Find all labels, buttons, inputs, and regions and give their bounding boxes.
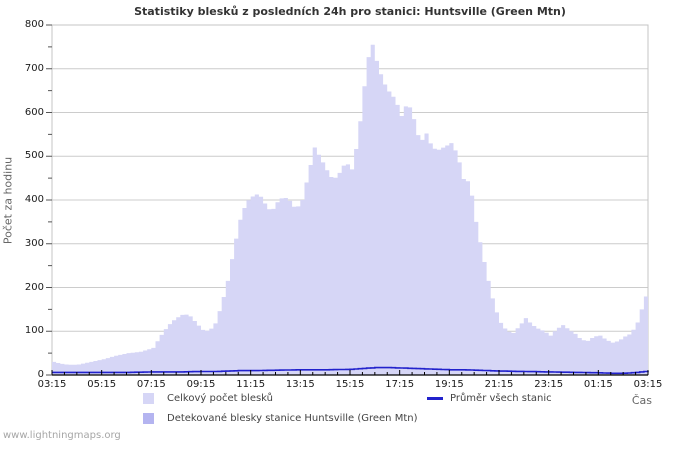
x-tick-label: 03:15 — [37, 379, 67, 390]
x-tick-label: 09:15 — [186, 379, 216, 390]
y-axis-title: Počet za hodinu — [1, 156, 15, 245]
y-tick-label: 200 — [24, 281, 44, 293]
x-tick-label: 15:15 — [335, 379, 365, 390]
x-tick-label: 05:15 — [87, 379, 117, 390]
y-tick-label: 700 — [24, 62, 44, 74]
legend-label-average: Průměr všech stanic — [450, 393, 552, 404]
watermark-text: www.lightningmaps.org — [3, 430, 121, 441]
x-tick-label: 17:15 — [385, 379, 415, 390]
chart-title: Statistiky blesků z posledních 24h pro s… — [134, 5, 566, 18]
y-tick-label: 100 — [24, 325, 44, 337]
legend-swatch-detected — [143, 413, 154, 424]
y-tick-label: 600 — [24, 106, 44, 118]
legend-swatch-total — [143, 393, 154, 404]
y-tick-label: 300 — [24, 237, 44, 249]
y-tick-label: 800 — [24, 19, 44, 30]
y-tick-label: 500 — [24, 150, 44, 162]
x-tick-label: 19:15 — [434, 379, 464, 390]
series-area-0 — [52, 44, 648, 376]
y-tick-label: 400 — [24, 194, 44, 205]
x-tick-label: 01:15 — [583, 379, 613, 390]
x-tick-label: 23:15 — [534, 379, 564, 390]
x-tick-label: 03:15 — [633, 379, 663, 390]
legend-line-average — [427, 397, 443, 400]
legend-label-detected: Detekované blesky stanice Huntsville (Gr… — [167, 413, 418, 424]
x-tick-label: 11:15 — [236, 379, 266, 390]
y-tick-label: 0 — [37, 369, 44, 380]
x-tick-label: 21:15 — [484, 379, 514, 390]
x-tick-label: 07:15 — [136, 379, 166, 390]
x-axis-title: Čas — [631, 394, 652, 407]
series-line-2 — [52, 366, 649, 375]
x-tick-label: 13:15 — [285, 379, 315, 390]
legend-label-total: Celkový počet blesků — [167, 393, 274, 404]
